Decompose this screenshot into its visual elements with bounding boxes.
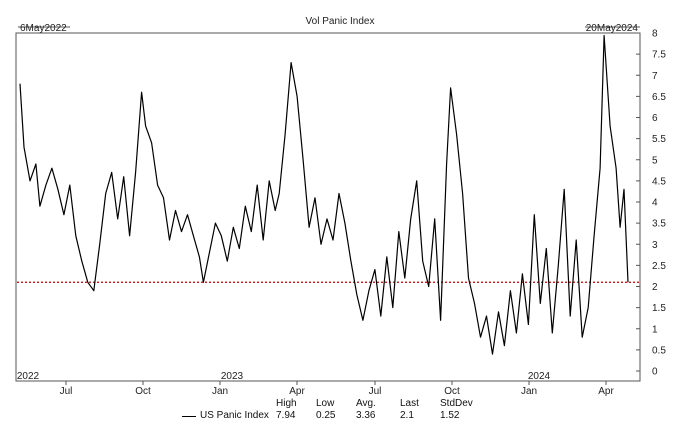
- stat-value-last: 2.1: [400, 410, 414, 421]
- y-tick-label-9: 4.5: [652, 176, 666, 187]
- x-year-label-2: 2024: [528, 371, 551, 382]
- stat-value-stddev: 1.52: [440, 410, 460, 421]
- y-tick-label-4: 2: [652, 282, 658, 293]
- x-month-label-7: Apr: [598, 386, 614, 396]
- x-month-label-6: Jan: [521, 386, 537, 396]
- series-line-us-panic-index: [19, 34, 629, 355]
- y-tick-label-10: 5: [652, 155, 658, 166]
- x-month-label-1: Oct: [135, 386, 151, 396]
- y-tick-label-16: 8: [652, 29, 658, 40]
- x-year-label-1: 2023: [221, 371, 244, 382]
- stat-header-stddev: StdDev: [440, 398, 473, 409]
- y-tick-label-13: 6.5: [652, 92, 666, 103]
- stat-header-avg: Avg.: [356, 398, 376, 409]
- legend-swatch: [182, 416, 196, 417]
- x-month-label-5: Oct: [444, 386, 460, 396]
- x-month-label-4: Jul: [369, 386, 382, 396]
- end-date-label: 20May2024: [586, 23, 639, 34]
- y-tick-label-15: 7.5: [652, 50, 666, 61]
- stat-header-high: High: [276, 398, 297, 409]
- stat-value-avg: 3.36: [356, 410, 376, 421]
- legend-series-name: US Panic Index: [200, 410, 269, 421]
- stat-value-high: 7.94: [276, 410, 296, 421]
- x-month-label-2: Jan: [212, 386, 228, 396]
- start-date-label: 6May2022: [20, 23, 67, 34]
- x-month-label-3: Apr: [289, 386, 305, 396]
- chart-title: Vol Panic Index: [306, 16, 375, 27]
- y-tick-label-12: 6: [652, 113, 658, 124]
- stats-legend: High Low Avg. Last StdDev US Panic Index…: [0, 396, 680, 422]
- y-tick-label-14: 7: [652, 71, 658, 82]
- y-tick-label-3: 1.5: [652, 303, 666, 314]
- y-tick-label-0: 0: [652, 367, 658, 378]
- stat-header-last: Last: [400, 398, 419, 409]
- y-tick-label-8: 4: [652, 198, 658, 209]
- y-tick-label-11: 5.5: [652, 134, 666, 145]
- y-tick-label-1: 0.5: [652, 345, 666, 356]
- stat-header-low: Low: [316, 398, 335, 409]
- y-tick-label-5: 2.5: [652, 261, 666, 272]
- vol-panic-index-chart: 0 0.5 1 1.5 2 2.5 3 3.5 4 4.5 5 5.5 6 6.5 7 7.5 8 Jul Oct…: [15, 16, 666, 396]
- y-tick-label-2: 1: [652, 324, 658, 335]
- y-tick-label-6: 3: [652, 240, 658, 251]
- x-month-label-0: Jul: [60, 386, 73, 396]
- stat-value-low: 0.25: [316, 410, 336, 421]
- y-tick-label-7: 3.5: [652, 219, 666, 230]
- x-year-label-0: 2022: [17, 371, 40, 382]
- plot-frame: [15, 32, 641, 382]
